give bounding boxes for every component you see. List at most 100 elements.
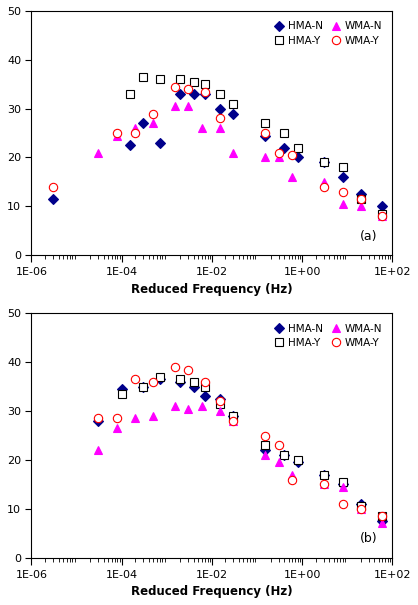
HMA-N <box>295 459 300 466</box>
HMA-Y <box>231 100 236 108</box>
WMA-N <box>321 178 326 186</box>
HMA-Y <box>191 78 196 85</box>
WMA-N <box>231 417 236 425</box>
Text: (a): (a) <box>360 230 378 243</box>
WMA-N <box>151 413 156 420</box>
WMA-Y <box>172 364 177 371</box>
HMA-N <box>96 417 101 425</box>
WMA-Y <box>217 115 222 122</box>
WMA-Y <box>380 212 385 220</box>
Text: (b): (b) <box>360 532 378 546</box>
HMA-N <box>217 395 222 402</box>
Line: HMA-Y: HMA-Y <box>125 73 387 218</box>
HMA-N <box>263 132 268 139</box>
WMA-N <box>199 403 204 410</box>
WMA-N <box>380 212 385 220</box>
HMA-N <box>231 110 236 117</box>
Legend: HMA-N, HMA-Y, WMA-N, WMA-Y: HMA-N, HMA-Y, WMA-N, WMA-Y <box>269 319 387 353</box>
WMA-Y <box>115 415 120 422</box>
HMA-N <box>127 142 132 149</box>
WMA-N <box>217 125 222 132</box>
HMA-Y <box>321 159 326 166</box>
HMA-Y <box>321 471 326 479</box>
HMA-N <box>202 393 207 400</box>
HMA-Y <box>282 451 287 459</box>
WMA-Y <box>263 432 268 439</box>
WMA-Y <box>290 151 295 159</box>
WMA-N <box>115 425 120 432</box>
HMA-Y <box>191 378 196 385</box>
WMA-Y <box>276 149 281 156</box>
HMA-N <box>231 413 236 420</box>
WMA-N <box>358 505 363 512</box>
WMA-N <box>276 459 281 466</box>
HMA-Y <box>380 210 385 217</box>
HMA-N <box>358 500 363 508</box>
WMA-N <box>186 103 191 110</box>
HMA-Y <box>202 80 207 88</box>
HMA-N <box>217 105 222 113</box>
X-axis label: Reduced Frequency (Hz): Reduced Frequency (Hz) <box>131 283 293 296</box>
WMA-Y <box>290 476 295 483</box>
HMA-Y <box>202 383 207 390</box>
WMA-Y <box>358 195 363 203</box>
WMA-N <box>133 415 138 422</box>
WMA-N <box>172 403 177 410</box>
Line: WMA-N: WMA-N <box>94 402 387 528</box>
HMA-Y <box>141 73 146 80</box>
HMA-N <box>157 139 162 146</box>
HMA-N <box>340 174 345 181</box>
WMA-Y <box>263 129 268 137</box>
HMA-N <box>191 90 196 97</box>
WMA-Y <box>51 183 56 191</box>
WMA-N <box>263 451 268 459</box>
WMA-N <box>263 154 268 161</box>
HMA-Y <box>178 76 183 83</box>
Line: WMA-Y: WMA-Y <box>49 82 387 220</box>
WMA-Y <box>151 378 156 385</box>
WMA-N <box>276 154 281 161</box>
WMA-N <box>133 125 138 132</box>
WMA-Y <box>380 512 385 520</box>
Line: HMA-Y: HMA-Y <box>117 373 387 520</box>
Line: WMA-N: WMA-N <box>94 102 387 220</box>
HMA-N <box>380 517 385 525</box>
Line: WMA-Y: WMA-Y <box>94 363 387 520</box>
HMA-N <box>141 383 146 390</box>
HMA-N <box>282 451 287 459</box>
HMA-N <box>295 154 300 161</box>
HMA-N <box>178 378 183 385</box>
WMA-N <box>186 405 191 413</box>
HMA-Y <box>127 90 132 97</box>
HMA-N <box>51 195 56 203</box>
WMA-N <box>199 125 204 132</box>
HMA-N <box>178 90 183 97</box>
WMA-Y <box>96 415 101 422</box>
WMA-Y <box>172 83 177 90</box>
WMA-Y <box>358 505 363 512</box>
HMA-N <box>340 481 345 488</box>
HMA-Y <box>217 400 222 407</box>
WMA-N <box>231 149 236 156</box>
WMA-Y <box>151 110 156 117</box>
WMA-N <box>340 483 345 491</box>
HMA-N <box>380 203 385 210</box>
HMA-N <box>263 446 268 454</box>
WMA-N <box>290 471 295 479</box>
WMA-N <box>151 120 156 127</box>
X-axis label: Reduced Frequency (Hz): Reduced Frequency (Hz) <box>131 585 293 598</box>
HMA-N <box>157 376 162 383</box>
HMA-Y <box>178 376 183 383</box>
HMA-Y <box>340 479 345 486</box>
HMA-Y <box>340 163 345 171</box>
HMA-N <box>191 383 196 390</box>
HMA-N <box>202 90 207 97</box>
HMA-Y <box>295 144 300 151</box>
WMA-N <box>340 200 345 208</box>
WMA-N <box>96 446 101 454</box>
HMA-N <box>282 144 287 151</box>
WMA-Y <box>202 378 207 385</box>
WMA-N <box>380 520 385 527</box>
WMA-N <box>217 408 222 415</box>
WMA-Y <box>186 85 191 93</box>
